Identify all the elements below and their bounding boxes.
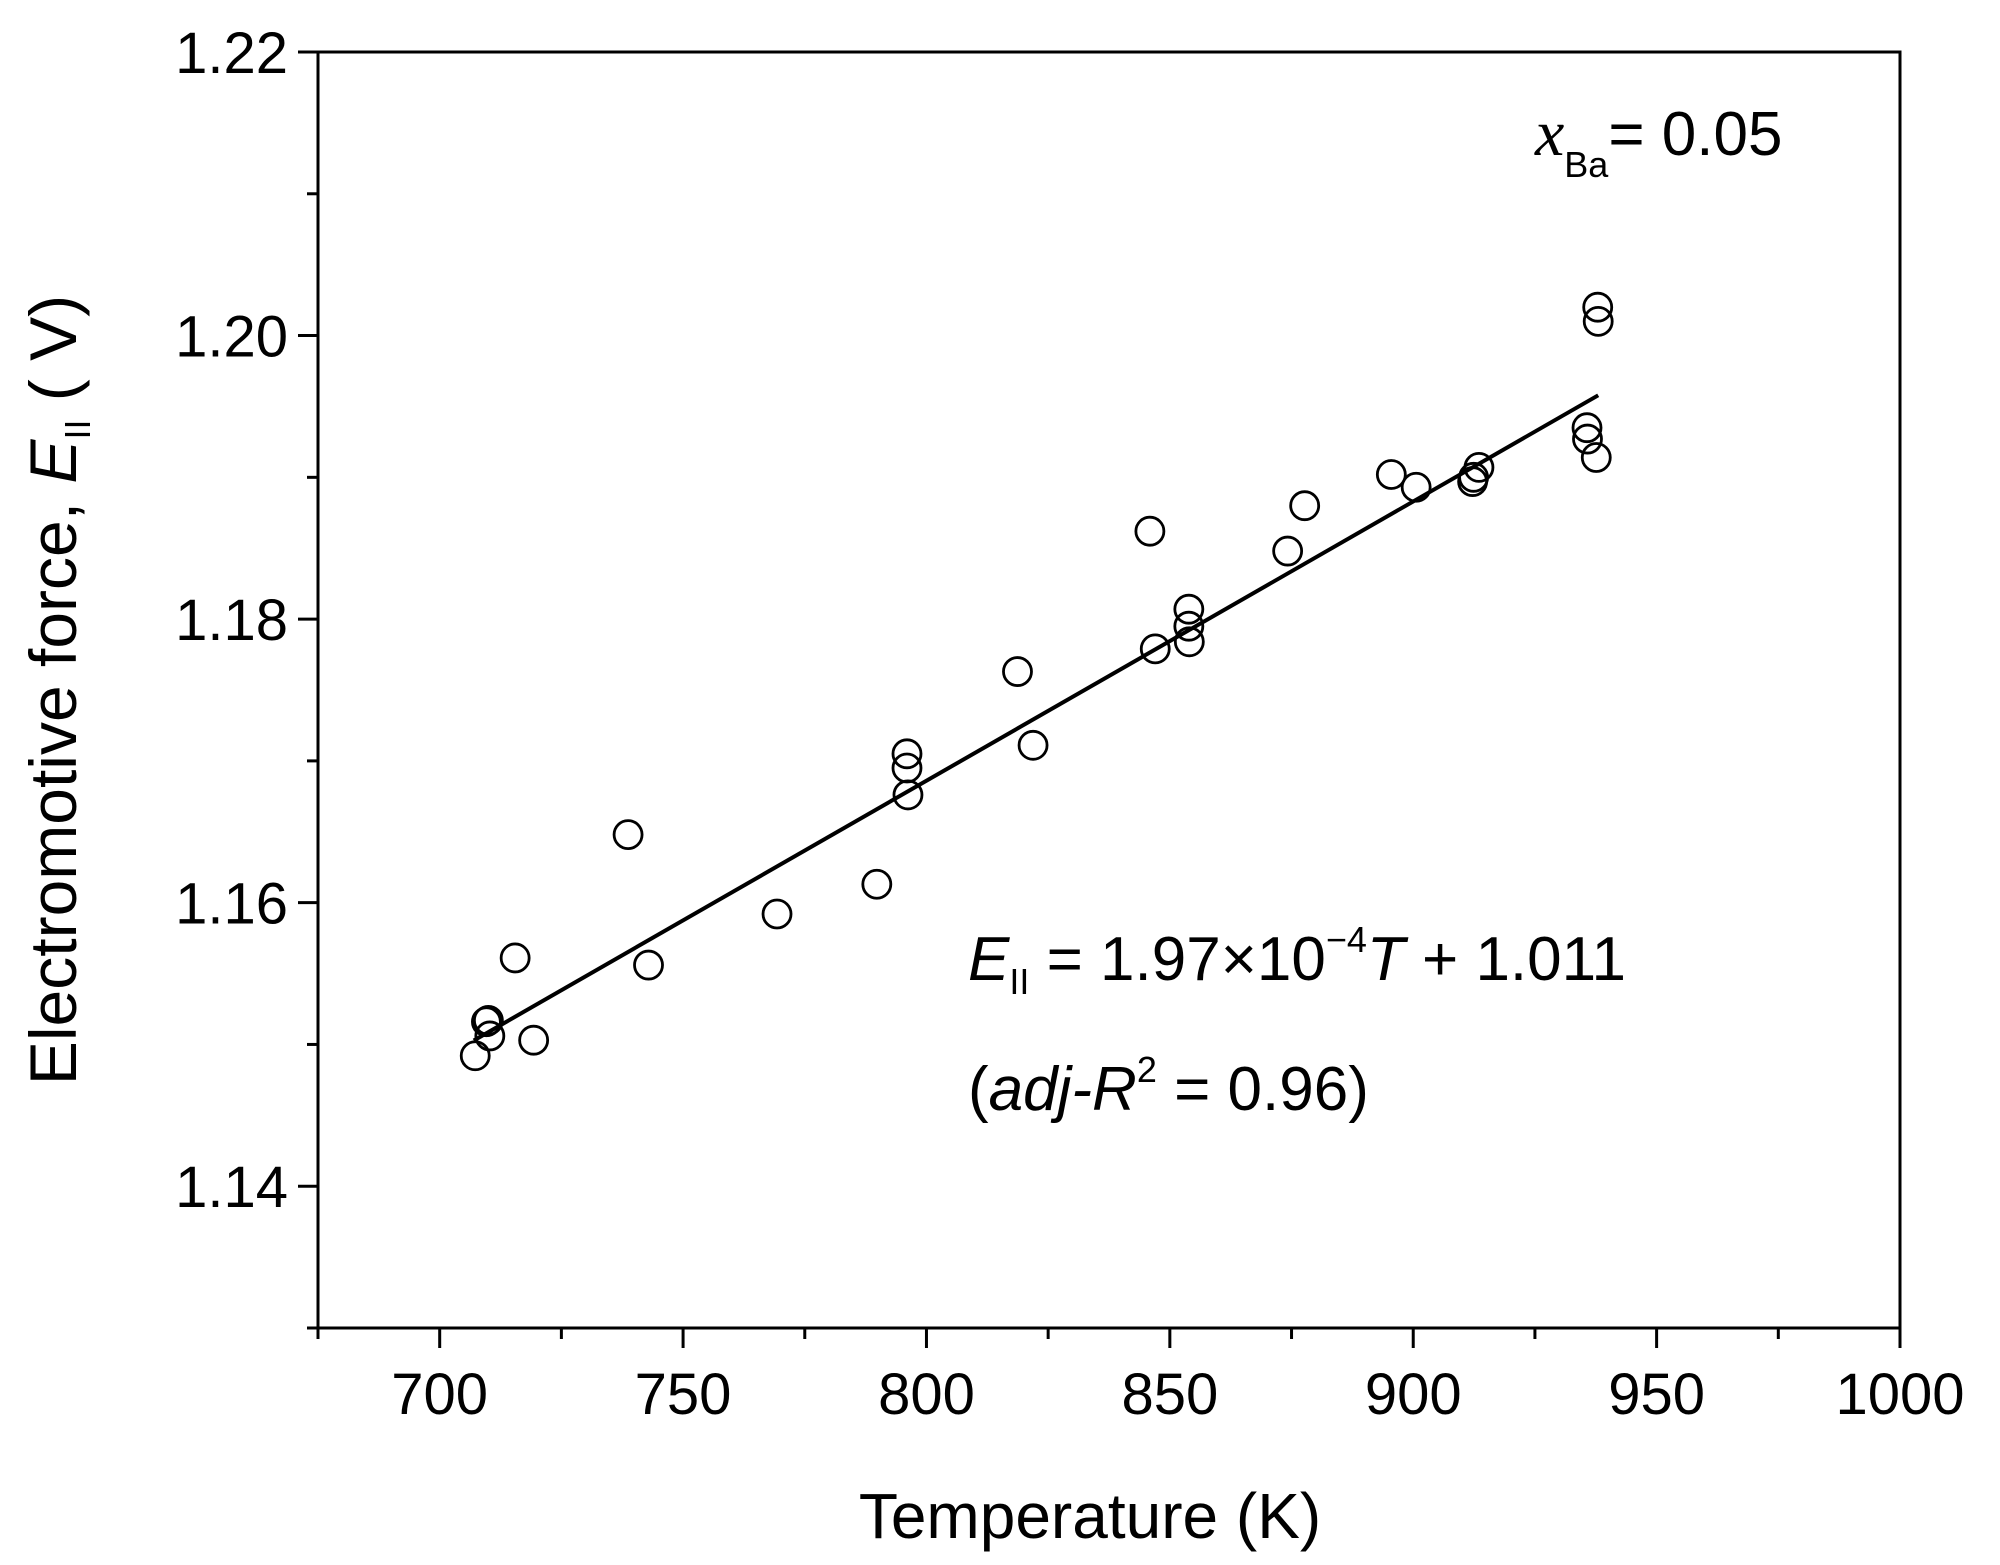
x-axis-title: Temperature (K) — [859, 1480, 1321, 1552]
data-point — [892, 779, 924, 811]
data-point — [1139, 633, 1171, 665]
x-tick-label: 700 — [391, 1362, 488, 1427]
data-point — [761, 898, 793, 930]
data-point — [471, 1006, 502, 1038]
x-tick-label: 950 — [1608, 1362, 1705, 1427]
y-axis-title-suffix: ( V) — [16, 295, 90, 420]
r2-tail: = 0.96) — [1157, 1055, 1369, 1124]
r2-exponent: 2 — [1137, 1049, 1157, 1090]
equation-middle: = 1.97×10 — [1029, 925, 1326, 994]
data-point — [1017, 729, 1049, 761]
y-axis-title-symbol: E — [16, 439, 90, 484]
composition-subscript: Ba — [1564, 144, 1609, 185]
data-point — [459, 1040, 491, 1072]
r2-open: ( — [968, 1055, 989, 1124]
data-point — [1173, 626, 1205, 658]
data-point — [1272, 535, 1304, 567]
data-point — [1289, 490, 1321, 522]
data-point — [1375, 459, 1407, 490]
data-point — [861, 868, 893, 900]
y-tick-label: 1.16 — [175, 872, 288, 937]
data-point — [1173, 610, 1205, 642]
y-axis-title-prefix: Electromotive force, — [16, 484, 90, 1086]
r2-label: (adj-R2 = 0.96) — [968, 1049, 1369, 1124]
data-point — [633, 949, 664, 981]
data-point — [1134, 515, 1166, 547]
data-point — [1582, 305, 1614, 337]
fit-line — [472, 393, 1600, 1043]
data-point — [1571, 412, 1603, 444]
data-point — [499, 942, 531, 974]
equation-tail: + 1.011 — [1405, 925, 1626, 994]
data-point — [1580, 442, 1612, 473]
data-point — [474, 1020, 506, 1052]
y-axis-title-subscript: II — [57, 420, 98, 440]
equation-symbol: E — [968, 925, 1010, 994]
x-axis: 700 750 800 850 900 950 1000 — [316, 1328, 1965, 1427]
data-point — [891, 752, 923, 784]
data-point — [1002, 656, 1033, 687]
r2-italic: adj-R — [989, 1055, 1137, 1124]
y-tick-label: 1.18 — [175, 588, 288, 653]
x-tick-label: 750 — [635, 1362, 732, 1427]
y-tick-label: 1.20 — [175, 305, 288, 370]
data-points — [459, 291, 1614, 1072]
data-point — [1173, 593, 1205, 625]
y-axis-title: Electromotive force, EII ( V) — [16, 295, 98, 1085]
y-tick-label: 1.22 — [175, 21, 288, 86]
fit-equation: EII = 1.97×10−4T + 1.011 — [968, 919, 1626, 1002]
x-tick-label: 1000 — [1835, 1362, 1964, 1427]
data-point — [518, 1024, 550, 1056]
y-tick-label: 1.14 — [175, 1155, 288, 1220]
composition-value: = 0.05 — [1608, 100, 1782, 169]
x-tick-label: 800 — [878, 1362, 975, 1427]
data-point — [612, 819, 644, 851]
composition-label: xBa= 0.05 — [1534, 97, 1782, 185]
composition-symbol: x — [1534, 97, 1564, 170]
equation-subscript: II — [1009, 961, 1029, 1002]
data-point — [891, 738, 923, 770]
plot-frame — [316, 50, 1902, 1330]
x-tick-label: 850 — [1121, 1362, 1218, 1427]
equation-exponent: −4 — [1326, 919, 1367, 960]
y-axis: 1.14 1.16 1.18 1.20 1.22 — [175, 21, 318, 1330]
data-point — [1572, 423, 1603, 455]
equation-variable: T — [1367, 925, 1409, 994]
fit-line-layer — [472, 393, 1600, 1043]
x-tick-label: 900 — [1365, 1362, 1462, 1427]
data-point — [1400, 471, 1432, 503]
plot-border — [316, 50, 1902, 1330]
data-point — [1582, 291, 1614, 323]
data-point — [1463, 452, 1495, 483]
